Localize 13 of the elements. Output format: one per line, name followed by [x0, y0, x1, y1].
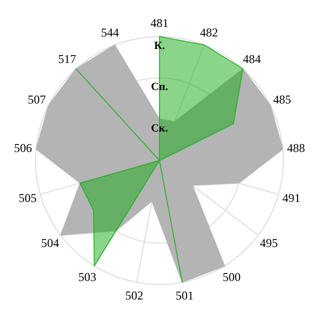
spoke-label: 505	[18, 191, 37, 206]
spoke-label: 484	[242, 52, 261, 66]
spoke-label: 517	[58, 52, 76, 66]
spoke-label: 488	[286, 140, 305, 155]
spoke-label: 491	[282, 191, 300, 206]
spoke-label: 501	[176, 288, 194, 302]
spoke-label: 504	[41, 236, 60, 250]
spoke-label: 502	[125, 288, 144, 302]
spoke-label: 507	[28, 92, 46, 106]
spoke-label: 506	[14, 140, 32, 155]
spoke-label: 481	[150, 16, 168, 30]
spoke-label: 485	[273, 92, 292, 106]
spoke-label: 495	[260, 236, 278, 250]
